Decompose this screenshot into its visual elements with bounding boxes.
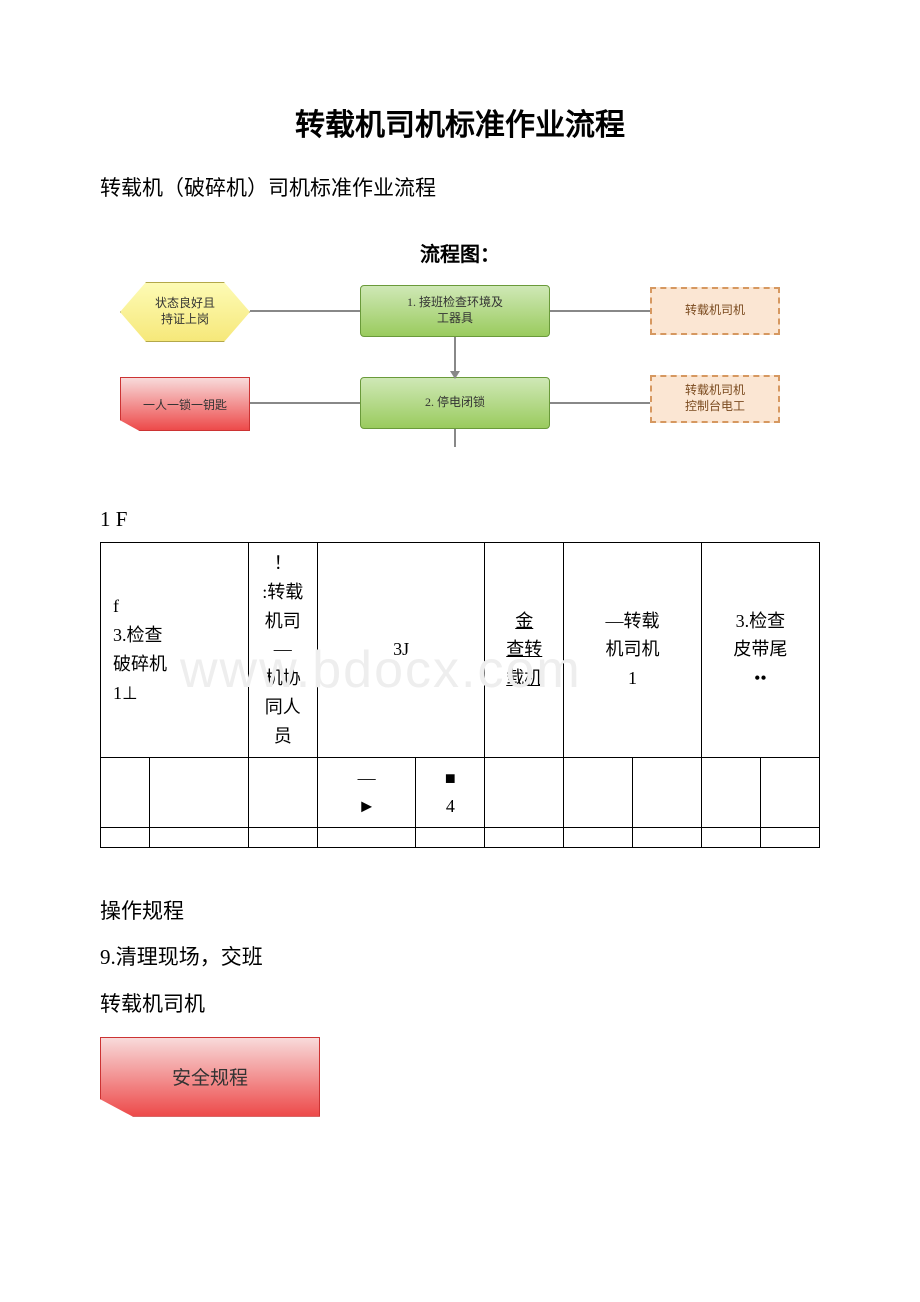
cell-text: —► [358,768,376,817]
cell [564,757,633,828]
cell [416,828,485,848]
cell [248,757,317,828]
process-table: f3.检查破碎机1⊥ ！:转载机司—机协同人员 3J 金查转载机 —转载机司机1… [100,542,820,848]
table-row [101,828,820,848]
cell: ！:转载机司—机协同人员 [248,543,317,758]
cell: ■4 [416,757,485,828]
diagram-label: 流程图： [60,238,860,267]
hex-text: 状态良好且持证上岗 [155,296,215,327]
cell [101,757,150,828]
connector [550,310,650,312]
flow-hexagon-status: 状态良好且持证上岗 [120,282,250,342]
cell [633,757,702,828]
cell-text: —转载机司机1 [606,611,660,689]
cell-text: f3.检查破碎机1⊥ [113,596,167,702]
body-line: 转载机司机 [100,981,860,1027]
cell [701,828,760,848]
connector [250,402,360,404]
connector [250,310,360,312]
cell-text: ■4 [445,768,456,817]
page-title: 转载机司机标准作业流程 [60,100,860,144]
flow-flag-lock: 一人一锁一钥匙 [120,377,250,431]
cell: —转载机司机1 [564,543,702,758]
cell [248,828,317,848]
cell [633,828,702,848]
flow-role-2: 转载机司机控制台电工 [650,375,780,423]
cell [150,757,248,828]
flow-step-1: 1. 接班检查环境及工器具 [360,285,550,337]
safety-flag: 安全规程 [100,1037,320,1117]
cell [760,828,819,848]
body-line: 9.清理现场，交班 [100,934,860,980]
cell-text: 3J [393,639,409,659]
subtitle: 转载机（破碎机）司机标准作业流程 [60,172,860,202]
cell: 3.检查皮带尾•• [701,543,819,758]
flow-step-2: 2. 停电闭锁 [360,377,550,429]
safety-flag-text: 安全规程 [172,1063,248,1090]
arrow-down-icon [450,371,460,379]
cell-text: 3.检查皮带尾•• [733,611,787,689]
flow-role-1: 转载机司机 [650,287,780,335]
cell-text: ！:转载机司—机协同人员 [262,553,303,746]
cell [485,828,564,848]
cell [564,828,633,848]
cell [701,757,760,828]
table-row: f3.检查破碎机1⊥ ！:转载机司—机协同人员 3J 金查转载机 —转载机司机1… [101,543,820,758]
cell [101,828,150,848]
connector [550,402,650,404]
cell: 金查转载机 [485,543,564,758]
cell [485,757,564,828]
connector [454,429,456,447]
step1-text: 1. 接班检查环境及工器具 [407,295,503,326]
flowchart: 状态良好且持证上岗 1. 接班检查环境及工器具 转载机司机 一人一锁一钥匙 2.… [110,277,810,457]
role2-text: 转载机司机控制台电工 [685,383,745,414]
cell: —► [317,757,415,828]
role1-text: 转载机司机 [685,303,745,319]
cell [760,757,819,828]
cell: 3J [317,543,484,758]
step2-text: 2. 停电闭锁 [425,395,485,411]
body-line: 操作规程 [100,888,860,934]
table-row: —► ■4 [101,757,820,828]
cell [317,828,415,848]
section-1f: 1 F [100,507,860,532]
flag-text: 一人一锁一钥匙 [143,396,227,413]
cell-text: 金查转载机 [506,611,542,689]
cell: f3.检查破碎机1⊥ [101,543,249,758]
cell [150,828,248,848]
